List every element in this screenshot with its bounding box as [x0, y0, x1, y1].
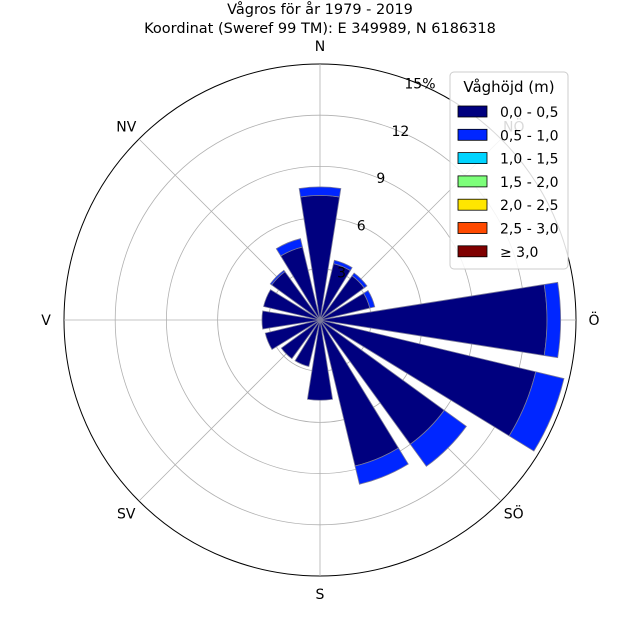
chart-title: Vågros för år 1979 - 2019: [227, 1, 413, 18]
legend-label: 2,5 - 3,0: [500, 222, 558, 238]
bar-SV-s0: [280, 319, 321, 360]
radial-tick-label: 12: [391, 124, 409, 140]
legend-swatch: [457, 128, 488, 141]
radial-tick-label: 15%: [404, 76, 435, 92]
bar-NNV-s1: [275, 238, 303, 257]
rose-bars: [261, 186, 565, 485]
legend-swatch: [457, 152, 488, 165]
direction-label: N: [315, 39, 325, 55]
bar-NNÖ-s1: [333, 259, 353, 272]
legend-label: 0,0 - 0,5: [500, 105, 558, 121]
bar-SSÖ-s1: [354, 447, 409, 485]
bar-ÖNÖ-s1: [363, 290, 376, 309]
direction-label: SÖ: [504, 505, 524, 523]
bar-NV-s1: [269, 269, 286, 286]
direction-label: S: [316, 587, 325, 603]
radial-tick-labels: 3 6 9 12 15%: [337, 76, 435, 281]
legend-swatch: [457, 105, 488, 118]
bar-VNV-s0: [263, 289, 321, 321]
legend-label: ≥ 3,0: [500, 245, 538, 261]
legend: Våghöjd (m) 0,0 - 0,5 0,5 - 1,0 1,0 - 1,5 1,…: [449, 71, 569, 270]
bar-Ö-s1: [543, 281, 562, 359]
legend-swatch: [457, 175, 488, 188]
bar-NÖ-s1: [351, 272, 368, 289]
radial-tick-label: 6: [357, 218, 366, 234]
legend-swatch: [457, 198, 488, 211]
legend-label: 2,0 - 2,5: [500, 198, 558, 214]
bar-SSV-s0: [294, 319, 321, 367]
bar-SÖ-s1: [409, 409, 467, 467]
bar-N-s1: [298, 186, 342, 198]
legend-label: 0,5 - 1,0: [500, 128, 558, 144]
legend-title: Våghöjd (m): [463, 78, 554, 96]
chart-subtitle: Koordinat (Sweref 99 TM): E 349989, N 61…: [144, 21, 496, 37]
legend-swatch: [457, 222, 488, 234]
radial-tick-label: 9: [376, 171, 385, 187]
bar-VSV-s0: [264, 319, 321, 350]
legend-label: 1,0 - 1,5: [500, 152, 558, 168]
direction-label: SV: [117, 507, 136, 523]
bar-S-s0: [306, 319, 334, 401]
radial-tick-label: 3: [337, 266, 346, 282]
legend-box: [449, 71, 569, 270]
direction-label: Ö: [588, 311, 599, 329]
legend-swatch: [457, 245, 488, 258]
direction-label: V: [41, 313, 51, 329]
direction-label: NV: [116, 119, 136, 135]
bar-V-s0: [261, 310, 321, 330]
bar-ÖSÖ-s1: [508, 371, 565, 452]
legend-label: 1,5 - 2,0: [500, 175, 558, 191]
